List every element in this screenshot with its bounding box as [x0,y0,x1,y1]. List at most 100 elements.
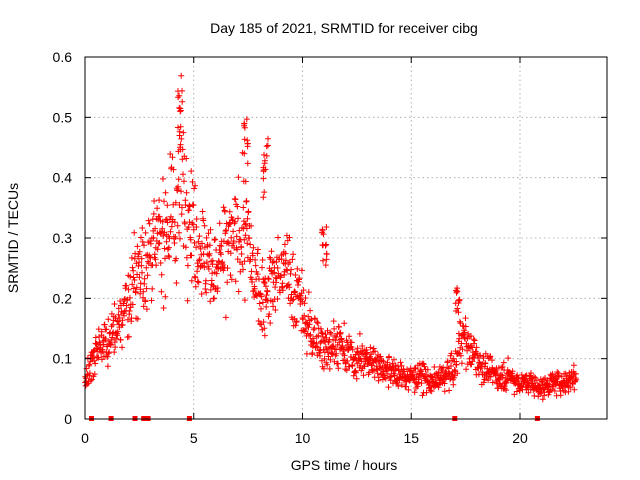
data-point [565,388,572,395]
data-point [477,352,484,359]
data-point [213,270,220,277]
data-point [511,391,518,398]
data-point [252,262,259,269]
data-point [391,372,398,379]
data-point [194,268,201,275]
data-point [495,376,502,383]
data-point [195,238,202,245]
data-point [463,366,470,373]
data-point [242,220,249,227]
data-point [176,92,183,99]
y-axis-label: SRMTID / TECUs [5,183,21,293]
data-point [211,295,218,302]
data-point [143,306,150,313]
data-point [119,344,125,351]
data-point [227,272,234,279]
data-point [170,166,177,173]
data-point [471,337,478,344]
data-point [450,381,457,388]
data-point [192,283,199,290]
data-point [123,302,130,309]
data-point [119,321,126,328]
data-point [178,135,185,142]
data-point [174,187,181,194]
data-point [235,215,241,222]
data-point [88,376,95,383]
data-point [294,265,301,272]
data-point [292,322,299,329]
data-point [262,166,269,173]
data-point [485,377,492,384]
data-point [138,234,144,241]
data-point [301,312,308,319]
data-point [346,333,353,340]
data-point [414,383,421,390]
data-point [171,219,178,226]
data-point [196,257,202,264]
data-point [95,326,102,333]
data-point [205,263,212,270]
data-point [246,235,253,241]
data-point [171,240,178,246]
data-point [232,218,239,225]
data-point [177,123,184,130]
data-point [453,361,460,368]
data-point [147,240,154,247]
data-point [203,259,210,266]
data-point [165,244,172,251]
data-point [241,124,248,131]
data-point [286,234,293,241]
data-point [184,297,191,304]
data-point [303,350,310,357]
data-point [501,385,508,392]
data-point [272,307,279,313]
data-point [157,260,164,266]
data-point [259,264,265,271]
data-point [189,201,196,208]
data-point [305,313,312,320]
data-point [176,132,183,139]
data-point [175,176,182,183]
data-point [182,244,189,251]
data-point [169,154,176,161]
data-point [101,321,108,328]
data-point [286,284,293,291]
data-point [234,246,241,253]
data-point [222,314,229,321]
data-point [149,216,156,223]
data-point [305,324,312,331]
data-point [92,360,99,367]
data-point [259,299,266,306]
data-point [264,288,271,295]
data-point [487,353,494,360]
data-point [241,297,248,304]
data-point [412,365,419,372]
data-point [142,229,149,236]
data-point [218,251,224,258]
data-point [503,387,510,394]
data-point [348,339,355,346]
data-point [241,258,248,265]
data-point [132,289,139,296]
data-point [244,240,251,247]
data-point [254,271,261,278]
data-point [167,228,174,235]
data-point [410,369,416,376]
data-point [111,301,118,307]
data-point [99,348,106,355]
data-point [201,264,208,271]
data-point [419,360,426,367]
data-point [341,320,348,327]
data-point [266,311,273,318]
data-point [302,325,309,332]
data-point [226,208,233,215]
data-point [190,221,197,228]
data-point [325,353,332,360]
y-tick-label: 0.1 [53,351,73,367]
data-point [525,383,532,390]
data-point [154,246,161,253]
data-point [441,388,448,395]
data-point [160,305,167,311]
data-point [159,218,166,225]
data-point [333,334,340,340]
